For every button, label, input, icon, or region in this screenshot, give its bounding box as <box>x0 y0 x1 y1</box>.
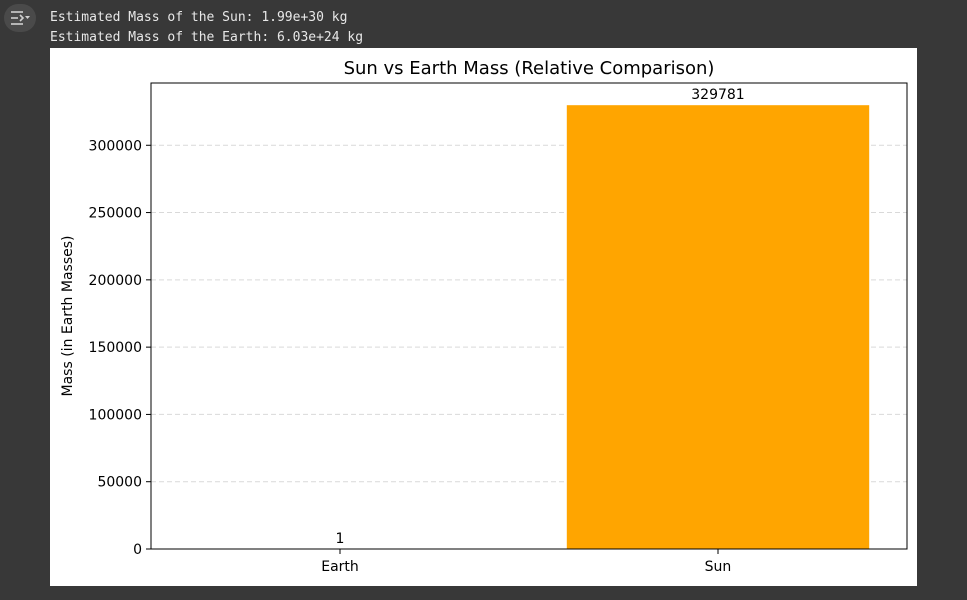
bar-sun <box>566 105 870 549</box>
y-tick-label: 50000 <box>97 475 142 491</box>
y-tick-label: 200000 <box>89 273 142 289</box>
stdout-line-sun-mass: Estimated Mass of the Sun: 1.99e+30 kg <box>50 10 348 25</box>
labels-layer: 0 50000 100000 150000 200000 250000 300000 Eart… <box>89 87 745 575</box>
output-expand-icon <box>11 11 30 25</box>
y-tick-label: 300000 <box>89 138 142 154</box>
bar-value-label: 1 <box>336 531 345 547</box>
chart-title: Sun vs Earth Mass (Relative Comparison) <box>344 58 715 79</box>
output-toggle-button[interactable] <box>4 4 36 32</box>
grid-layer <box>151 144 907 483</box>
scrollbar[interactable] <box>961 0 967 600</box>
y-tick-label: 150000 <box>89 340 142 356</box>
matplotlib-figure: 0 50000 100000 150000 200000 250000 300000 Eart… <box>50 48 917 586</box>
stdout-output: Estimated Mass of the Sun: 1.99e+30 kg Es… <box>50 8 363 48</box>
y-axis-label: Mass (in Earth Masses) <box>60 236 76 397</box>
y-tick-label: 0 <box>133 542 142 558</box>
ticks-layer <box>146 144 719 554</box>
bars-layer <box>188 105 870 549</box>
x-tick-label: Sun <box>705 559 732 575</box>
bar-value-label: 329781 <box>691 87 744 103</box>
bar-chart: 0 50000 100000 150000 200000 250000 300000 Eart… <box>60 58 908 575</box>
stdout-line-earth-mass: Estimated Mass of the Earth: 6.03e+24 kg <box>50 30 364 45</box>
x-tick-label: Earth <box>321 559 359 575</box>
y-tick-label: 100000 <box>89 407 142 423</box>
axes-frame <box>150 82 908 550</box>
y-tick-label: 250000 <box>89 206 142 222</box>
